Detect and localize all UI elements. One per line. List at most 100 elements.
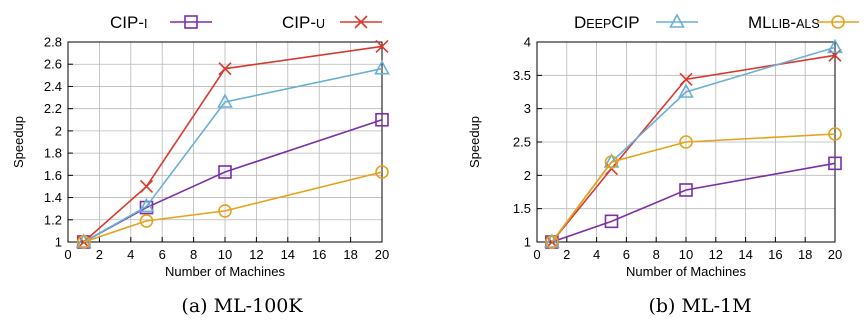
y-tick-label: 4: [524, 35, 531, 50]
legend-label: DEEPCIP: [574, 13, 640, 32]
y-tick-label: 2: [524, 168, 531, 183]
legend-marker-square: [184, 15, 198, 29]
y-tick-label: 2.2: [44, 101, 62, 116]
legend-label: CIP-U: [282, 13, 325, 32]
x-tick-label: 6: [159, 247, 166, 262]
y-tick-label: 1.8: [44, 146, 62, 161]
x-tick-label: 14: [738, 247, 752, 262]
y-axis-label: Speedup: [11, 116, 26, 168]
data-point: [679, 72, 693, 86]
x-tick-label: 8: [653, 247, 660, 262]
series-cip-u: [545, 48, 842, 249]
series-line: [551, 133, 836, 243]
data-point: [139, 179, 154, 194]
data-point: [544, 233, 560, 248]
y-tick-label: 1.5: [513, 201, 531, 216]
legend-label: MLLIB-ALS: [748, 13, 820, 32]
y-tick-labels: 1 1.2 1.4 1.6 1.8 2 2.2 2.4 2.6 2.8: [44, 35, 73, 250]
series-line: [551, 162, 836, 243]
legend-item-mllib-als: MLLIB-ALS: [748, 13, 859, 32]
legend-label: CIP-I: [110, 13, 147, 32]
data-point: [604, 155, 619, 169]
data-point: [828, 48, 842, 62]
x-tick-label: 2: [563, 247, 570, 262]
chart-a: 1 1.2 1.4 1.6 1.8 2 2.2 2.4 2.6 2.8 0 2 4 6 8 10 12 14 16 1…: [11, 35, 390, 279]
x-tick-label: 18: [343, 247, 357, 262]
x-tick-label: 18: [798, 247, 812, 262]
series-line: [83, 119, 383, 243]
data-point: [828, 127, 842, 141]
x-tick-label: 0: [533, 247, 540, 262]
x-axis-label: Number of Machines: [165, 264, 285, 279]
data-point: [139, 200, 154, 215]
legend-item-cip-u: CIP-U: [282, 13, 382, 32]
y-tick-label: 2.4: [44, 79, 62, 94]
x-tick-label: 4: [127, 247, 134, 262]
x-tick-label: 12: [709, 247, 723, 262]
data-point: [828, 156, 842, 171]
data-point: [375, 112, 389, 127]
gridlines: [67, 41, 383, 243]
y-axis-label: Speedup: [467, 116, 482, 168]
y-tick-labels: 1 1.5 2 2.5 3 3.5 4: [513, 35, 542, 250]
series-mllib-als: [76, 165, 389, 249]
chart-caption: (b) ML-1M: [648, 295, 751, 317]
series-line: [83, 45, 383, 243]
x-tick-label: 14: [281, 247, 295, 262]
data-point: [545, 235, 559, 249]
y-tick-label: 2.8: [44, 35, 62, 50]
data-point: [827, 38, 843, 54]
y-tick-label: 1.6: [44, 168, 62, 183]
data-point: [217, 93, 233, 108]
legend-marker-circle: [831, 15, 845, 29]
x-tick-label: 4: [593, 247, 600, 262]
data-point: [679, 183, 693, 197]
y-tick-label: 3: [524, 101, 531, 116]
series-line: [551, 46, 836, 243]
x-tick-label: 16: [768, 247, 782, 262]
legend-marker-x: [354, 15, 368, 29]
y-tick-label: 2.6: [44, 57, 62, 72]
chart-b: 1 1.5 2 2.5 3 3.5 4 0 2 4 6 8 10 12 14 16 18 20 Number of …: [467, 35, 843, 279]
x-tick-label: 2: [96, 247, 103, 262]
x-tick-label: 6: [623, 247, 630, 262]
y-tick-label: 1.4: [44, 190, 62, 205]
data-point: [678, 83, 694, 98]
series-line: [83, 67, 383, 243]
series-line: [83, 171, 383, 243]
data-point: [218, 62, 232, 76]
x-tick-label: 10: [679, 247, 693, 262]
x-tick-labels: 0 2 4 6 8 10 12 14 16 18 20: [64, 237, 389, 262]
data-point: [679, 135, 693, 149]
x-tick-label: 16: [312, 247, 326, 262]
series-cip-i: [545, 156, 842, 249]
x-tick-label: 0: [64, 247, 71, 262]
data-point: [139, 214, 154, 228]
series-deepcip: [75, 59, 390, 248]
data-point: [138, 197, 155, 213]
x-tick-labels: 0 2 4 6 8 10 12 14 16 18 20: [533, 237, 842, 262]
x-tick-label: 20: [828, 247, 842, 262]
legend-item-deepcip: DEEPCIP: [574, 13, 698, 32]
x-tick-label: 20: [375, 247, 389, 262]
y-tick-label: 2: [55, 123, 62, 138]
data-point: [218, 204, 232, 218]
data-point: [375, 165, 389, 179]
data-point: [375, 39, 389, 54]
chart-caption: (a) ML-100K: [181, 295, 303, 317]
data-point: [218, 165, 232, 179]
legend-item-cip-i: CIP-I: [110, 13, 212, 32]
y-tick-label: 2.5: [513, 135, 531, 150]
x-tick-label: 8: [190, 247, 197, 262]
series-line: [551, 54, 836, 243]
y-tick-label: 1: [55, 235, 62, 250]
y-tick-label: 1: [524, 235, 531, 250]
x-tick-label: 10: [218, 247, 232, 262]
y-tick-label: 1.2: [44, 212, 62, 227]
x-tick-label: 12: [249, 247, 263, 262]
legend: CIP-I CIP-U DEEPCIP MLLIB-ALS: [110, 13, 859, 32]
series-cip-u: [77, 39, 389, 249]
data-point: [76, 235, 91, 249]
legend-marker-triangle: [669, 13, 685, 28]
